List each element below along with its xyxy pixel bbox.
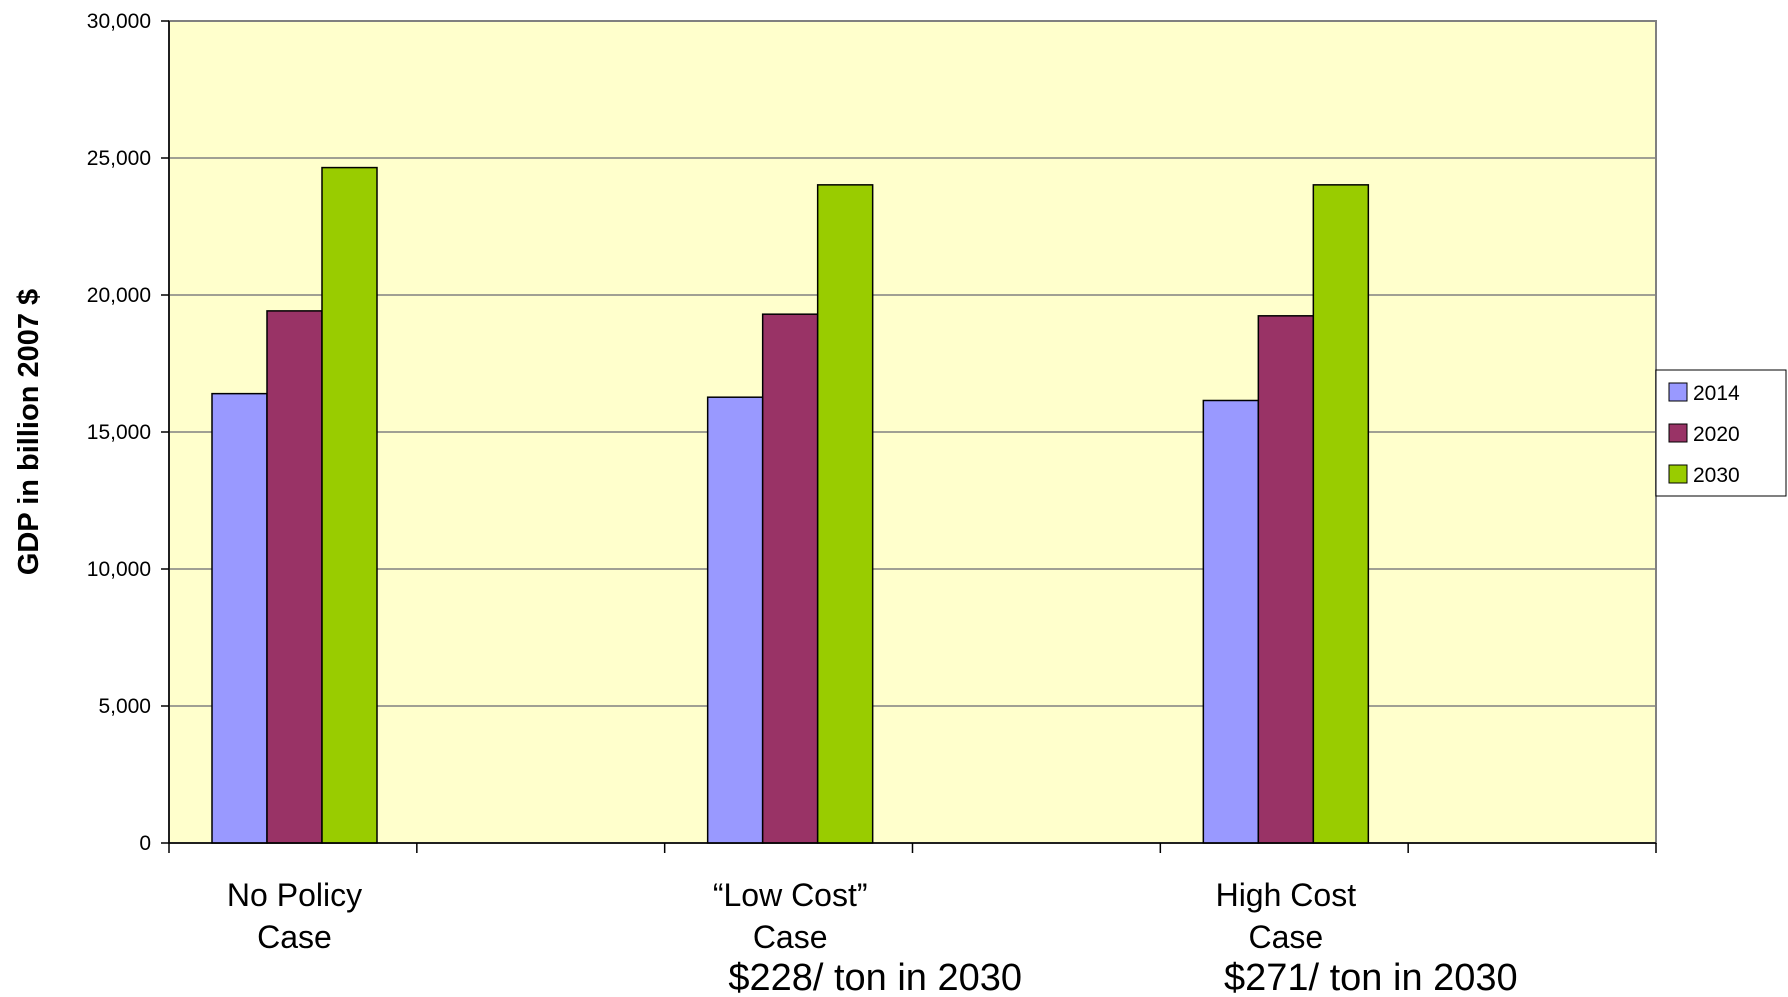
bar-2020 xyxy=(266,310,323,844)
category-note: $228/ ton in 2030 xyxy=(728,957,1022,997)
category-note: $271/ ton in 2030 xyxy=(1224,957,1518,997)
y-tick-label: 5,000 xyxy=(98,695,151,718)
bar-2014 xyxy=(1202,399,1260,844)
legend-label: 2030 xyxy=(1693,464,1740,487)
category-label: “Low Cost” xyxy=(713,877,868,913)
legend-label: 2014 xyxy=(1693,382,1740,405)
x-axis-ticks xyxy=(168,843,1657,853)
legend: 2014 2020 2030 xyxy=(1655,369,1787,497)
category-label: High Cost xyxy=(1216,877,1357,913)
bars xyxy=(211,166,1370,844)
legend-swatch-2020 xyxy=(1668,423,1688,443)
y-tick-label: 10,000 xyxy=(87,558,151,581)
y-tick-label: 25,000 xyxy=(87,147,151,170)
y-tick-label: 20,000 xyxy=(87,284,151,307)
legend-swatch-2030 xyxy=(1668,464,1688,484)
bar-2020 xyxy=(1257,315,1315,844)
legend-swatch-2014 xyxy=(1668,382,1688,402)
bar-2030 xyxy=(816,184,874,844)
category-label-line2: Case xyxy=(753,919,828,955)
category-label-line2: Case xyxy=(257,919,332,955)
y-tick-label: 30,000 xyxy=(87,10,151,33)
category-label-line2: Case xyxy=(1248,919,1323,955)
category-label: No Policy xyxy=(227,877,362,913)
bar-2014 xyxy=(211,392,268,844)
legend-label: 2020 xyxy=(1693,423,1740,446)
y-tick-label: 15,000 xyxy=(87,421,151,444)
y-axis-ticks: 0 5,000 10,000 15,000 20,000 25,000 30,000 xyxy=(87,10,169,855)
y-tick-label: 0 xyxy=(139,832,151,855)
bar-2020 xyxy=(761,313,819,844)
y-axis-label: GDP in billion 2007 $ xyxy=(13,289,45,575)
bar-2014 xyxy=(706,396,764,844)
gridlines xyxy=(169,157,1656,707)
bar-2030 xyxy=(1312,184,1370,844)
bar-2030 xyxy=(321,166,378,844)
